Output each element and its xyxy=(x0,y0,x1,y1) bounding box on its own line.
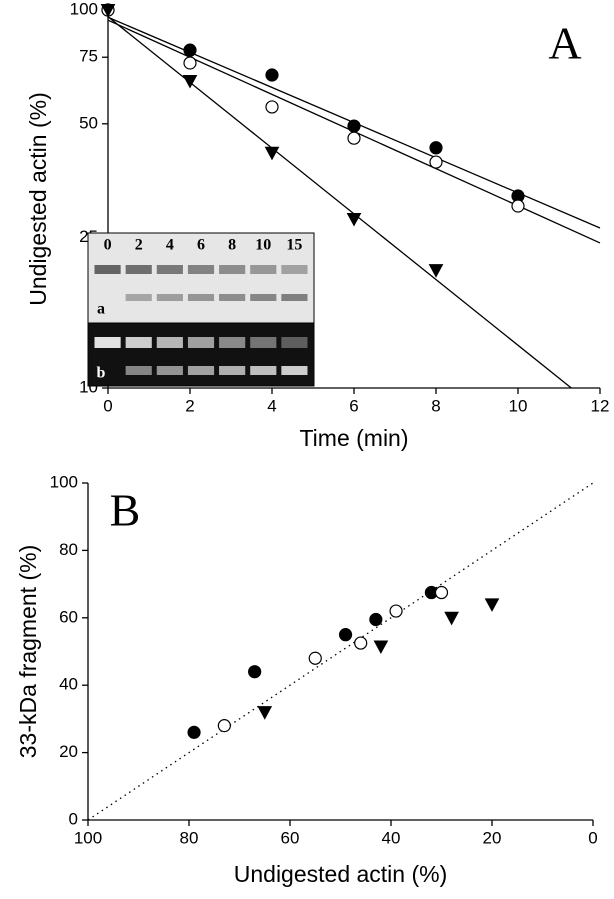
x-tick-label: 100 xyxy=(74,828,102,847)
circle-marker xyxy=(265,100,279,114)
circle-marker xyxy=(308,651,322,665)
lane-label: 15 xyxy=(286,237,302,254)
gel-band xyxy=(187,366,215,375)
triangle-marker xyxy=(264,146,280,161)
lane-label: 6 xyxy=(197,237,205,254)
circle-marker xyxy=(434,585,449,600)
y-tick-label: 80 xyxy=(59,540,78,559)
triangle-marker xyxy=(484,598,500,612)
gel-band xyxy=(156,366,183,375)
circle-marker xyxy=(347,131,361,145)
gel-band xyxy=(250,337,277,348)
gel-band xyxy=(219,366,246,375)
x-tick-label: 12 xyxy=(591,396,610,415)
gel-panel-label: a xyxy=(97,301,105,318)
gel-band xyxy=(94,265,121,274)
triangle-marker xyxy=(257,706,273,720)
gel-band xyxy=(187,337,215,348)
gel-band xyxy=(281,265,308,274)
y-axis-title: 33-kDa fragment (%) xyxy=(15,545,41,758)
gel-band xyxy=(219,337,246,348)
circle-marker xyxy=(217,719,231,733)
gel-band xyxy=(219,265,246,274)
gel-band xyxy=(250,265,277,274)
gel-bottom xyxy=(87,322,315,387)
y-tick-label: 60 xyxy=(59,607,78,626)
gel-panel-label: b xyxy=(97,365,106,382)
y-tick-label: 20 xyxy=(59,742,78,761)
x-tick-label: 0 xyxy=(103,396,112,415)
y-tick-label: 40 xyxy=(59,675,78,694)
y-tick-label: 0 xyxy=(69,809,78,828)
gel-band xyxy=(281,366,308,375)
circle-marker xyxy=(347,119,361,133)
lane-label: 10 xyxy=(255,237,271,254)
circle-marker xyxy=(389,604,403,618)
lane-label: 2 xyxy=(135,237,143,254)
circle-marker xyxy=(511,199,525,213)
gel-band xyxy=(156,265,183,274)
x-tick-label: 2 xyxy=(185,396,194,415)
circle-marker xyxy=(187,725,201,739)
lane-label: 8 xyxy=(228,237,236,254)
gel-band xyxy=(219,294,246,301)
gel-band xyxy=(125,294,152,301)
x-tick-label: 10 xyxy=(509,396,528,415)
gel-inset: 0 2 4 6 8 10 15 a b xyxy=(87,232,315,387)
circle-marker xyxy=(183,43,197,57)
x-tick-label: 6 xyxy=(349,396,358,415)
y-tick-label: 75 xyxy=(79,47,98,66)
plots: 10255075100024681012Time (min)Undigested… xyxy=(15,0,609,887)
triangle-marker xyxy=(182,74,198,89)
panel-label: A xyxy=(548,18,581,69)
gel-band xyxy=(187,294,215,301)
gel-band xyxy=(250,294,277,301)
circle-marker xyxy=(429,141,443,155)
circle-marker xyxy=(369,612,383,627)
gel-top xyxy=(87,232,315,324)
gel-band xyxy=(94,337,121,348)
circle-marker xyxy=(429,155,443,169)
gel-band xyxy=(281,294,308,301)
x-tick-label: 8 xyxy=(431,396,440,415)
reference-line xyxy=(87,482,594,821)
y-axis-title: Undigested actin (%) xyxy=(25,92,51,306)
x-axis-title: Time (min) xyxy=(299,425,408,451)
gel-band xyxy=(125,366,152,375)
gel-band xyxy=(156,294,183,301)
circle-marker xyxy=(248,665,262,679)
gel-band xyxy=(250,366,277,375)
circle-marker xyxy=(354,636,368,650)
triangle-marker xyxy=(100,4,116,18)
x-tick-label: 60 xyxy=(281,828,300,847)
x-tick-label: 20 xyxy=(483,828,502,847)
triangle-marker xyxy=(444,611,459,626)
x-tick-label: 4 xyxy=(267,396,276,415)
gel-band xyxy=(156,337,183,348)
lane-label: 4 xyxy=(166,237,174,254)
lane-label: 0 xyxy=(104,237,112,254)
y-tick-label: 100 xyxy=(70,0,98,18)
circle-marker xyxy=(265,68,279,82)
gel-band xyxy=(187,265,215,274)
triangle-marker xyxy=(428,264,444,278)
x-tick-label: 0 xyxy=(588,828,597,847)
circle-marker xyxy=(183,56,197,70)
x-axis-title: Undigested actin (%) xyxy=(234,861,448,887)
y-tick-label: 50 xyxy=(79,113,98,132)
x-tick-label: 80 xyxy=(180,828,199,847)
y-tick-label: 100 xyxy=(50,472,78,491)
x-tick-label: 40 xyxy=(382,828,401,847)
gel-band xyxy=(125,265,152,274)
triangle-marker xyxy=(346,212,362,227)
gel-band xyxy=(281,337,308,348)
panel-label: B xyxy=(110,485,141,536)
gel-band xyxy=(125,337,152,348)
triangle-marker xyxy=(373,640,389,654)
circle-marker xyxy=(338,628,353,642)
